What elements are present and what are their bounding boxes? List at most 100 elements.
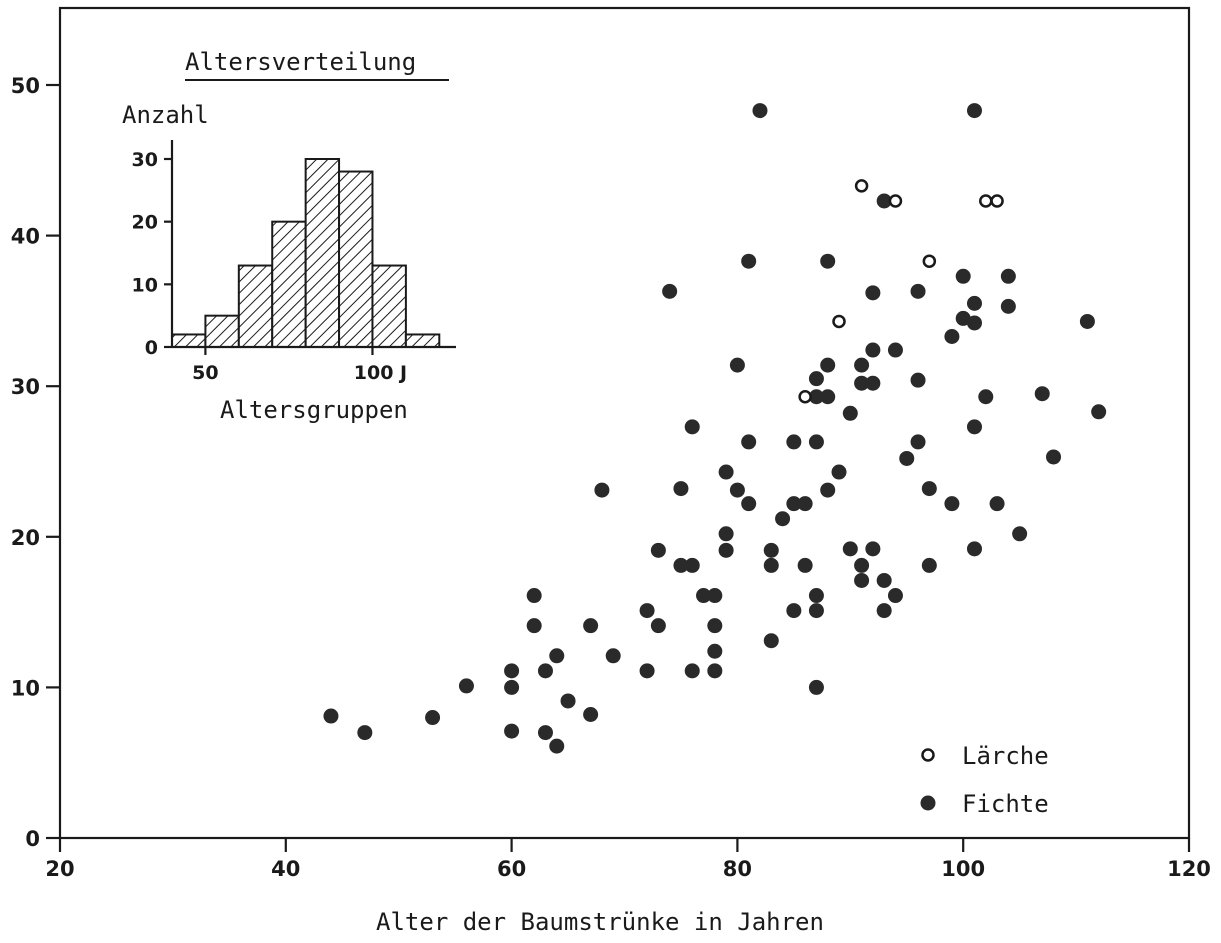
point-fichte	[684, 557, 700, 573]
inset-y-tick-label: 20	[132, 212, 158, 234]
point-fichte	[583, 707, 599, 723]
point-laerche	[990, 194, 1004, 208]
point-fichte	[808, 434, 824, 450]
point-fichte	[887, 588, 903, 604]
legend-marker-fichte	[920, 795, 936, 811]
legend: Lärche Fichte	[920, 742, 1049, 818]
point-fichte	[955, 310, 971, 326]
point-fichte	[718, 464, 734, 480]
point-fichte	[583, 618, 599, 634]
point-fichte	[650, 618, 666, 634]
point-fichte	[741, 496, 757, 512]
point-fichte	[955, 268, 971, 284]
point-fichte	[729, 357, 745, 373]
inset-y-label: Anzahl	[122, 101, 209, 129]
point-fichte	[978, 389, 994, 405]
scatter-points	[323, 103, 1107, 754]
point-fichte	[775, 511, 791, 527]
point-fichte	[1046, 449, 1062, 465]
point-fichte	[1000, 268, 1016, 284]
point-fichte	[944, 329, 960, 345]
point-fichte	[831, 464, 847, 480]
inset-bars	[171, 158, 441, 349]
point-fichte	[854, 557, 870, 573]
point-fichte	[537, 663, 553, 679]
point-fichte	[605, 648, 621, 664]
point-fichte	[741, 434, 757, 450]
point-fichte	[549, 738, 565, 754]
point-fichte	[504, 663, 520, 679]
point-fichte	[854, 572, 870, 588]
point-fichte	[921, 481, 937, 497]
point-fichte	[910, 434, 926, 450]
point-fichte	[650, 542, 666, 558]
point-fichte	[639, 603, 655, 619]
point-fichte	[526, 588, 542, 604]
point-fichte	[707, 663, 723, 679]
inset-bar	[204, 314, 240, 348]
point-fichte	[707, 643, 723, 659]
point-fichte	[425, 710, 441, 726]
point-fichte	[910, 372, 926, 388]
point-fichte	[673, 557, 689, 573]
point-fichte	[876, 572, 892, 588]
point-fichte	[1091, 404, 1107, 420]
point-fichte	[741, 253, 757, 269]
point-fichte	[752, 103, 768, 119]
point-fichte	[357, 725, 373, 741]
point-fichte	[1079, 313, 1095, 329]
inset-x-tick-label: 100 J	[354, 362, 407, 384]
inset-y-tick-label: 30	[132, 149, 158, 171]
inset-axes: 0 10 20 30 50 100 J	[132, 140, 456, 384]
point-fichte	[808, 679, 824, 695]
point-fichte	[887, 342, 903, 358]
point-fichte	[718, 542, 734, 558]
y-tick-label: 30	[11, 375, 40, 399]
point-fichte	[718, 526, 734, 542]
x-tick-label: 80	[723, 857, 752, 881]
point-fichte	[966, 419, 982, 435]
point-fichte	[729, 482, 745, 498]
point-fichte	[639, 663, 655, 679]
point-fichte	[1034, 386, 1050, 402]
point-fichte	[842, 541, 858, 557]
point-fichte	[696, 588, 712, 604]
y-tick-label: 0	[25, 827, 40, 851]
point-fichte	[594, 482, 610, 498]
point-fichte	[707, 588, 723, 604]
point-fichte	[865, 375, 881, 391]
point-fichte	[526, 618, 542, 634]
inset-bar	[338, 170, 374, 348]
point-fichte	[854, 357, 870, 373]
point-fichte	[707, 618, 723, 634]
point-fichte	[820, 253, 836, 269]
point-fichte	[876, 603, 892, 619]
point-fichte	[865, 285, 881, 301]
x-tick-label: 100	[941, 857, 985, 881]
y-tick-label: 10	[11, 676, 40, 700]
plot-frame	[58, 6, 1191, 840]
y-axis: 0 10 20 30 40 50	[11, 74, 60, 851]
point-laerche	[798, 389, 812, 404]
point-fichte	[808, 389, 824, 405]
point-fichte	[865, 541, 881, 557]
inset-histogram: Altersverteilung Anzahl Altersgruppen 0 1…	[122, 48, 456, 424]
point-fichte	[808, 371, 824, 387]
point-fichte	[323, 708, 339, 724]
point-fichte	[504, 679, 520, 695]
point-fichte	[1000, 298, 1016, 314]
point-fichte	[763, 542, 779, 558]
inset-bar	[271, 220, 307, 349]
inset-bar	[404, 333, 441, 349]
point-fichte	[966, 315, 982, 331]
point-fichte	[808, 588, 824, 604]
point-fichte	[966, 541, 982, 557]
inset-x-tick-label: 50	[192, 362, 218, 384]
point-fichte	[537, 725, 553, 741]
x-tick-label: 20	[45, 857, 74, 881]
inset-bar	[304, 158, 341, 348]
inset-bar	[371, 264, 407, 348]
point-fichte	[797, 496, 813, 512]
x-tick-label: 120	[1167, 857, 1211, 881]
